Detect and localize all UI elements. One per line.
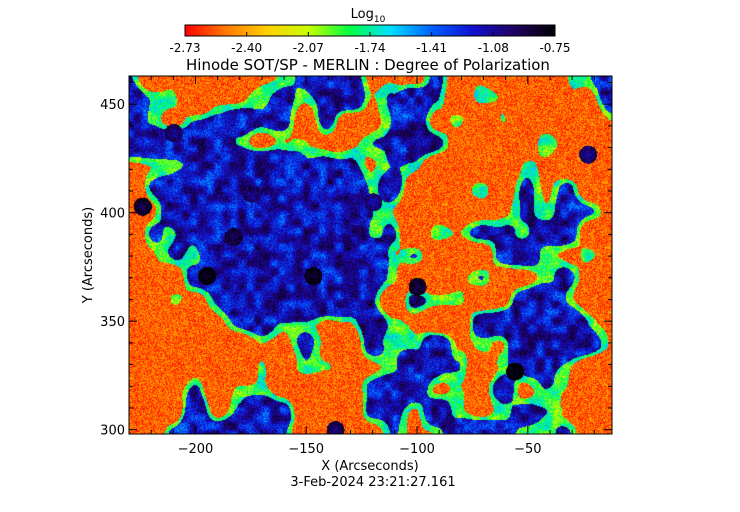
timestamp: 3-Feb-2024 23:21:27.161 — [290, 475, 455, 490]
colorbar-tick-label: -1.74 — [354, 41, 385, 55]
colorbar-tick-label: -1.08 — [478, 41, 509, 55]
x-axis: −200 −150 −100 −50 — [150, 76, 595, 457]
y-axis: 300 350 400 450 — [100, 82, 612, 439]
plot-area: −200 −150 −100 −50 300 350 400 450 — [100, 75, 613, 457]
colorbar-tick-label: -1.41 — [416, 41, 447, 55]
colorbar-tick-label: -2.73 — [169, 41, 200, 55]
colorbar-tick-label: -2.07 — [293, 41, 324, 55]
chart-title: Hinode SOT/SP - MERLIN : Degree of Polar… — [186, 56, 550, 74]
y-tick-label: 400 — [100, 207, 125, 222]
colorbar: Log10 -2.73 -2.40 -2.07 -1.74 -1.41 -1.08 -0.7… — [169, 7, 570, 55]
y-tick-label: 300 — [100, 424, 125, 439]
colorbar-tick-label: -0.75 — [539, 41, 570, 55]
colorbar-ticks: -2.73 -2.40 -2.07 -1.74 -1.41 -1.08 -0.75 — [169, 32, 571, 55]
heatmap-image-holder — [129, 76, 612, 434]
y-tick-label: 450 — [100, 98, 125, 113]
x-tick-label: −150 — [288, 442, 324, 457]
x-axis-label: X (Arcseconds) — [321, 459, 418, 474]
x-tick-label: −50 — [514, 442, 541, 457]
y-tick-label: 350 — [100, 315, 125, 330]
colorbar-tick-label: -2.40 — [231, 41, 262, 55]
colorbar-label: Log10 — [351, 7, 386, 25]
plot-frame — [128, 75, 613, 435]
heatmap-canvas — [129, 76, 612, 434]
x-tick-label: −200 — [178, 442, 214, 457]
y-axis-label: Y (Arcseconds) — [81, 207, 96, 304]
x-tick-label: −100 — [399, 442, 435, 457]
